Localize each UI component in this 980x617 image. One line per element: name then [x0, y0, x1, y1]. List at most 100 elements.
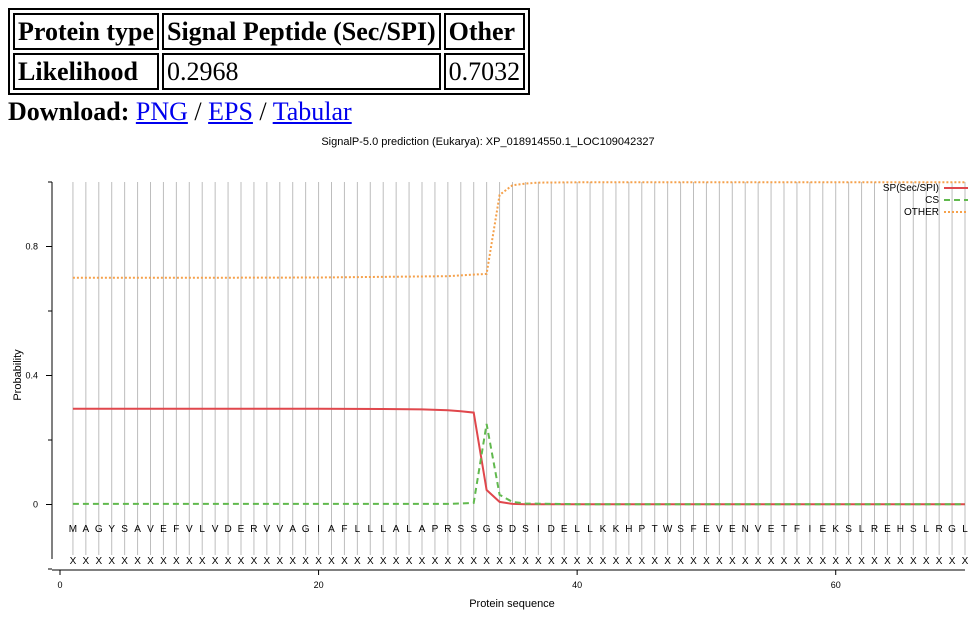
signalp-chart: 0 0.4 0.8 0 20 40 60 M X A X G X Y X S X A X V X E X F X V X L X V X D… [12, 136, 969, 610]
sequence-residue: R [444, 524, 451, 535]
sequence-residue: I [808, 524, 811, 535]
sequence-residue: S [470, 524, 477, 535]
sequence-residue: E [819, 524, 826, 535]
region-marker: X [535, 556, 542, 567]
region-marker: X [341, 556, 348, 567]
sequence-residue: S [457, 524, 464, 535]
table-row-likelihood: Likelihood 0.2968 0.7032 [13, 53, 526, 90]
region-marker: X [587, 556, 594, 567]
region-marker: X [729, 556, 736, 567]
sequence-residue: F [690, 524, 696, 535]
sequence-residue: A [289, 524, 296, 535]
y-tick-label: 0.8 [25, 242, 38, 252]
region-marker: X [509, 556, 516, 567]
region-marker: X [212, 556, 219, 567]
region-marker: X [445, 556, 452, 567]
sequence-residue: L [859, 524, 865, 535]
region-marker: X [147, 556, 154, 567]
sequence-residue: A [134, 524, 141, 535]
sequence-residue: D [548, 524, 555, 535]
sequence-residue: G [948, 524, 956, 535]
region-marker: X [638, 556, 645, 567]
sequence-residue: S [496, 524, 503, 535]
sequence-residue: P [432, 524, 439, 535]
region-marker: X [315, 556, 322, 567]
x-tick-label: 0 [57, 580, 62, 590]
prediction-table: Protein type Signal Peptide (Sec/SPI) Ot… [8, 8, 531, 95]
sequence-residue: V [264, 524, 271, 535]
region-marker: X [173, 556, 180, 567]
region-marker: X [393, 556, 400, 567]
sequence-residue: K [832, 524, 839, 535]
sequence-residue: V [716, 524, 723, 535]
download-tabular-link[interactable]: Tabular [272, 97, 352, 126]
sequence-residue: E [729, 524, 736, 535]
download-eps-link[interactable]: EPS [208, 97, 253, 126]
region-marker: X [276, 556, 283, 567]
sequence-residue: V [755, 524, 762, 535]
region-marker: X [328, 556, 335, 567]
region-marker: X [600, 556, 607, 567]
region-marker: X [225, 556, 232, 567]
region-marker: X [496, 556, 503, 567]
region-marker: X [238, 556, 245, 567]
y-tick-label: 0 [33, 500, 38, 510]
region-marker: X [845, 556, 852, 567]
sequence-residue: V [147, 524, 154, 535]
header-signal-peptide: Signal Peptide (Sec/SPI) [162, 13, 441, 50]
sequence-residue: K [600, 524, 607, 535]
region-marker: X [470, 556, 477, 567]
region-marker: X [858, 556, 865, 567]
sequence-residue: L [923, 524, 929, 535]
region-marker: X [95, 556, 102, 567]
region-marker: X [716, 556, 723, 567]
sequence-residue: T [781, 524, 787, 535]
sequence-residue: A [393, 524, 400, 535]
region-marker: X [367, 556, 374, 567]
sequence-residue: M [69, 524, 77, 535]
sequence-residue: E [160, 524, 167, 535]
sequence-residue: I [317, 524, 320, 535]
sequence-residue: S [677, 524, 684, 535]
sequence-residue: S [121, 524, 128, 535]
sequence-residue: S [845, 524, 852, 535]
region-marker: X [755, 556, 762, 567]
sequence-residue: K [613, 524, 620, 535]
region-marker: X [664, 556, 671, 567]
region-marker: X [406, 556, 413, 567]
legend-label: SP(Sec/SPI) [883, 183, 939, 194]
sequence-residue: F [341, 524, 347, 535]
sequence-residue: P [638, 524, 645, 535]
sequence-residue: V [212, 524, 219, 535]
series-line-cs [72, 423, 965, 506]
sequence-residue: H [625, 524, 632, 535]
row-label-likelihood: Likelihood [13, 53, 159, 90]
region-marker: X [613, 556, 620, 567]
sequence-residue: L [574, 524, 580, 535]
region-marker: X [289, 556, 296, 567]
region-marker: X [807, 556, 814, 567]
download-png-link[interactable]: PNG [135, 97, 188, 126]
legend-label: CS [925, 195, 939, 206]
region-marker: X [108, 556, 115, 567]
region-marker: X [794, 556, 801, 567]
region-marker: X [457, 556, 464, 567]
sequence-residue: E [561, 524, 568, 535]
region-marker: X [548, 556, 555, 567]
sequence-residue: R [871, 524, 878, 535]
region-marker: X [781, 556, 788, 567]
sequence-residue: V [186, 524, 193, 535]
sequence-residue: L [406, 524, 412, 535]
region-marker: X [419, 556, 426, 567]
series-line-other [72, 181, 965, 279]
region-marker: X [302, 556, 309, 567]
region-marker: X [483, 556, 490, 567]
sequence-residue: W [663, 524, 673, 535]
region-marker: X [522, 556, 529, 567]
region-marker: X [690, 556, 697, 567]
region-marker: X [897, 556, 904, 567]
likelihood-other: 0.7032 [443, 53, 526, 90]
region-marker: X [199, 556, 206, 567]
region-marker: X [677, 556, 684, 567]
